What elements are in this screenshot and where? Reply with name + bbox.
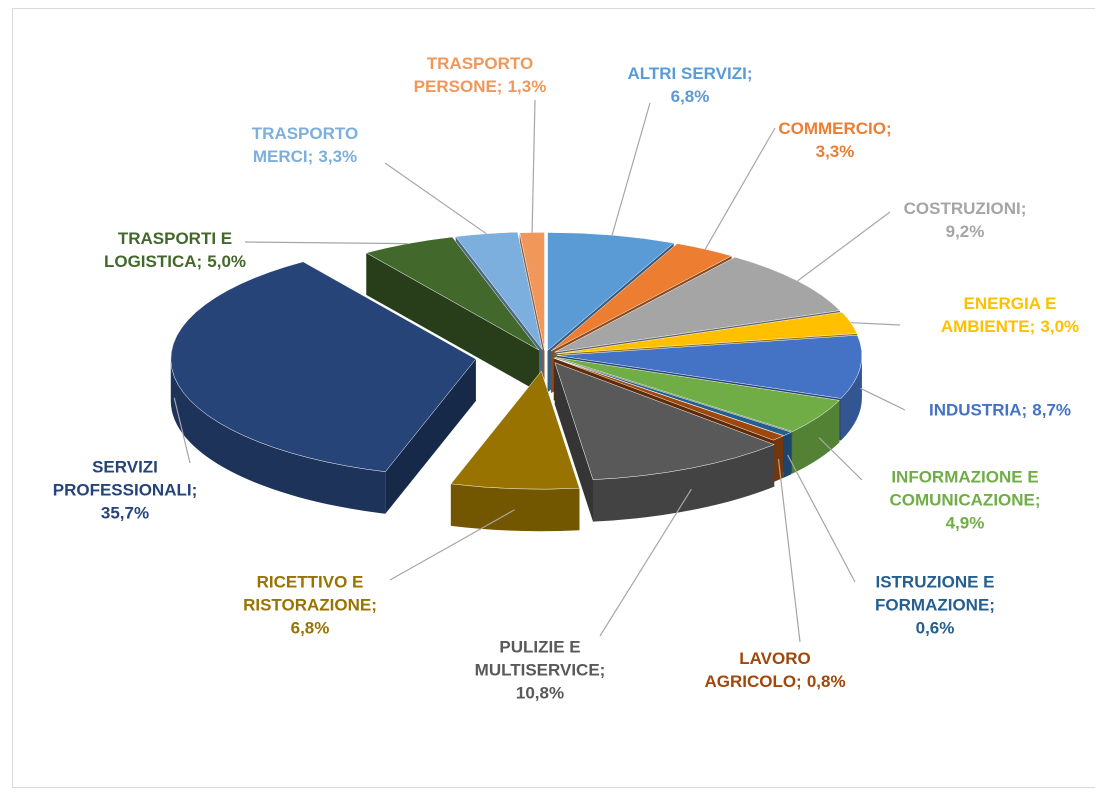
label-value: 0,8%: [806, 672, 846, 691]
label-category: PULIZIE E MULTISERVICE;: [474, 637, 606, 680]
label-value: 8,7%: [1032, 400, 1072, 420]
data-label: TRASPORTO MERCI; 3,3%: [230, 122, 380, 168]
label-category: TRASPORTO PERSONE;: [413, 54, 534, 96]
slice-top: [556, 311, 858, 355]
label-category: COMMERCIO;: [778, 119, 892, 138]
label-value: 3,3%: [815, 142, 855, 161]
data-label: TRASPORTO PERSONE; 1,3%: [405, 52, 555, 98]
data-label: PULIZIE E MULTISERVICE; 10,8%: [455, 636, 625, 705]
leader-line: [173, 397, 191, 464]
slice-top: [556, 334, 863, 399]
leader-line: [860, 387, 906, 411]
label-value: 3,0%: [1040, 317, 1080, 336]
label-category: INDUSTRIA;: [928, 400, 1028, 420]
slice-top: [170, 261, 477, 473]
slice-outer-wall: [840, 355, 862, 441]
slice-top: [365, 236, 540, 351]
leader-line: [787, 454, 856, 583]
leader-line: [704, 127, 776, 250]
leader-line: [797, 211, 891, 282]
slice-outer-wall: [783, 432, 792, 478]
slice-outer-wall: [450, 483, 580, 532]
slice-edge-wall: [385, 359, 476, 514]
slice-edge-wall: [554, 362, 593, 522]
data-label: ENERGIA E AMBIENTE; 3,0%: [925, 292, 1095, 338]
leader-line: [599, 488, 692, 637]
slice: [170, 261, 477, 514]
slice-outer-wall: [170, 359, 386, 514]
chart-frame: [12, 8, 1095, 788]
label-category: SERVIZI PROFESSIONALI;: [52, 457, 198, 500]
slice: [365, 236, 540, 393]
slice-top: [547, 232, 675, 352]
label-value: 6,8%: [670, 87, 710, 106]
data-label: ISTRUZIONE E FORMAZIONE; 0,6%: [850, 571, 1020, 640]
slice-top: [550, 243, 733, 352]
data-label: INFORMAZIONE E COMUNICAZIONE; 4,9%: [865, 466, 1065, 535]
label-value: 9,2%: [945, 222, 985, 241]
leader-line: [531, 99, 536, 233]
data-label: COSTRUZIONI; 9,2%: [865, 197, 1065, 243]
slice-top: [555, 357, 840, 432]
label-category: INFORMAZIONE E COMUNICAZIONE;: [889, 467, 1041, 510]
label-value: 35,7%: [100, 503, 150, 523]
data-label: LAVORO AGRICOLO; 0,8%: [698, 647, 853, 693]
slice-top: [450, 370, 580, 490]
leader-line: [850, 322, 901, 326]
data-label: COMMERCIO; 3,3%: [735, 117, 935, 163]
label-category: ALTRI SERVIZI;: [627, 64, 753, 83]
label-value: 10,8%: [515, 683, 565, 703]
label-category: ENERGIA E AMBIENTE;: [940, 294, 1057, 336]
data-label: RICETTIVO E RISTORAZIONE; 6,8%: [225, 571, 395, 640]
label-category: LAVORO AGRICOLO;: [704, 649, 811, 691]
leader-line: [384, 162, 487, 235]
slice: [450, 370, 580, 532]
data-label: ALTRI SERVIZI; 6,8%: [590, 62, 790, 108]
slice-outer-wall: [792, 400, 840, 474]
label-value: 0,6%: [915, 618, 955, 638]
slice-top: [554, 357, 792, 436]
slice-top: [554, 256, 841, 353]
label-value: 3,3%: [318, 147, 358, 166]
label-category: TRASPORTO MERCI;: [251, 124, 359, 166]
leader-line: [818, 437, 863, 481]
slice: [554, 362, 775, 522]
label-category: TRASPORTI E LOGISTICA;: [103, 229, 233, 271]
slice-edge-wall: [366, 252, 539, 393]
leader-line: [611, 102, 651, 236]
data-label: INDUSTRIA; 8,7%: [875, 399, 1095, 422]
label-value: 4,9%: [945, 513, 985, 533]
label-value: 1,3%: [507, 77, 547, 96]
label-category: ISTRUZIONE E FORMAZIONE;: [875, 572, 995, 615]
label-category: COSTRUZIONI;: [903, 199, 1027, 218]
leader-line: [777, 458, 801, 643]
leader-line: [389, 509, 515, 581]
slice-outer-wall: [592, 444, 775, 522]
slice-outer-wall: [773, 435, 784, 483]
label-category: RICETTIVO E RISTORAZIONE;: [243, 572, 377, 615]
data-label: SERVIZI PROFESSIONALI; 35,7%: [40, 456, 210, 525]
label-value: 6,8%: [290, 618, 330, 638]
label-value: 5,0%: [207, 252, 247, 271]
slice-top: [553, 357, 785, 441]
slice-top: [554, 362, 775, 480]
data-label: TRASPORTI E LOGISTICA; 5,0%: [90, 227, 260, 273]
slice-top: [455, 231, 543, 350]
leader-line: [244, 241, 408, 245]
